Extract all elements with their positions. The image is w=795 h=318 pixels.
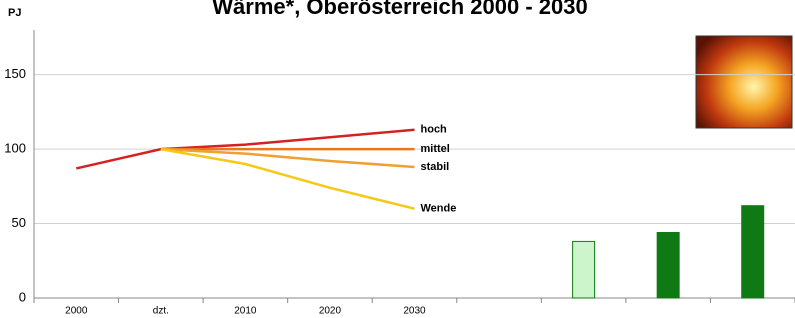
y-tick-label: 50	[12, 215, 26, 230]
y-axis-label: PJ	[8, 7, 21, 19]
y-tick-label: 150	[4, 66, 26, 81]
series-label: Wende	[421, 203, 457, 215]
chart: Wärme*, Oberösterreich 2000 - 2030 PJ 0 5…	[0, 0, 795, 318]
series-label: stabil	[421, 161, 450, 173]
bar	[657, 232, 679, 298]
y-tick-label: 100	[4, 141, 26, 156]
chart-title: Wärme*, Oberösterreich 2000 - 2030	[212, 0, 587, 19]
flame-image	[696, 36, 792, 128]
series-line	[161, 149, 415, 167]
y-tick-label: 0	[19, 289, 26, 304]
series-label: mittel	[421, 143, 450, 155]
bar	[742, 206, 764, 298]
series-label: hoch	[421, 124, 448, 136]
x-tick-label: 2000	[65, 306, 88, 317]
x-tick-label: 2020	[319, 306, 342, 317]
x-tick-label: 2010	[234, 306, 257, 317]
x-tick-label: dzt.	[153, 306, 169, 317]
bar	[573, 241, 595, 298]
x-tick-label: 2030	[403, 306, 426, 317]
